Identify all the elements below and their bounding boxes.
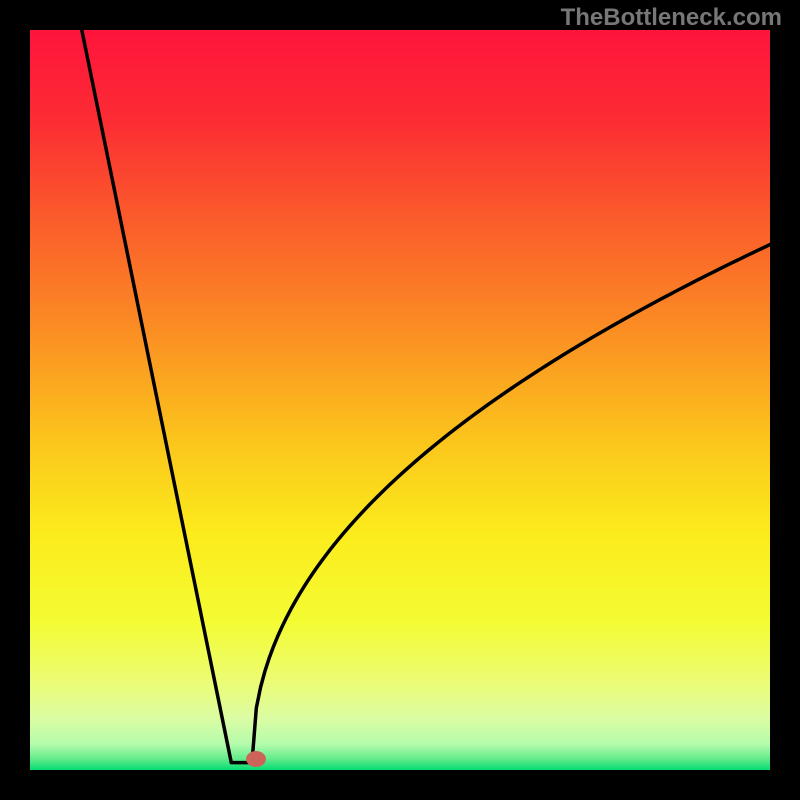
attribution-text: TheBottleneck.com	[561, 4, 782, 32]
chart-container: TheBottleneck.com	[0, 0, 800, 800]
min-marker-icon	[246, 751, 266, 767]
gradient-background	[30, 30, 770, 770]
plot-area	[30, 30, 770, 770]
